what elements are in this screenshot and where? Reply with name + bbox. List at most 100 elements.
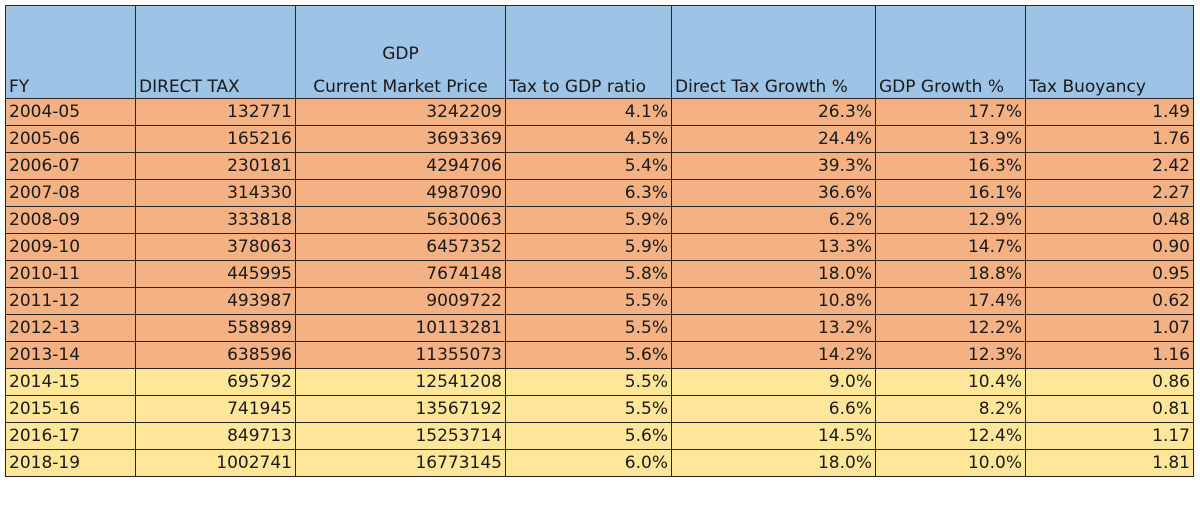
table-row: 2004-05 132771 3242209 4.1% 26.3% 17.7% 1.49 <box>5 98 1194 126</box>
cell-direct-tax-growth: 39.3% <box>671 152 876 180</box>
cell-tax-buoyancy: 1.07 <box>1025 314 1194 342</box>
cell-direct-tax: 695792 <box>135 368 296 396</box>
cell-gdp-growth: 12.3% <box>875 341 1026 369</box>
cell-tax-buoyancy: 0.95 <box>1025 260 1194 288</box>
cell-direct-tax-growth: 36.6% <box>671 179 876 207</box>
cell-gdp-growth: 17.4% <box>875 287 1026 315</box>
cell-gdp: 10113281 <box>295 314 506 342</box>
cell-direct-tax-growth: 26.3% <box>671 98 876 126</box>
cell-direct-tax-growth: 6.2% <box>671 206 876 234</box>
cell-direct-tax: 445995 <box>135 260 296 288</box>
table-row: 2005-06 165216 3693369 4.5% 24.4% 13.9% 1.76 <box>5 125 1194 153</box>
cell-gdp-growth: 12.2% <box>875 314 1026 342</box>
cell-direct-tax: 638596 <box>135 341 296 369</box>
table-row: 2008-09 333818 5630063 5.9% 6.2% 12.9% 0.48 <box>5 206 1194 234</box>
cell-direct-tax: 493987 <box>135 287 296 315</box>
cell-gdp-growth: 14.7% <box>875 233 1026 261</box>
cell-fy: 2007-08 <box>5 179 136 207</box>
table-body: 2004-05 132771 3242209 4.1% 26.3% 17.7% 1.49 20… <box>5 98 1194 477</box>
cell-fy: 2015-16 <box>5 395 136 423</box>
cell-direct-tax-growth: 6.6% <box>671 395 876 423</box>
header-row: FY DIRECT TAX GDP Current Market Price T… <box>5 5 1194 99</box>
table-row: 2015-16 741945 13567192 5.5% 6.6% 8.2% 0.81 <box>5 395 1194 423</box>
cell-gdp-growth: 12.4% <box>875 422 1026 450</box>
cell-tax-to-gdp: 4.1% <box>505 98 672 126</box>
cell-tax-buoyancy: 0.48 <box>1025 206 1194 234</box>
cell-direct-tax: 1002741 <box>135 449 296 477</box>
cell-gdp: 3693369 <box>295 125 506 153</box>
cell-tax-buoyancy: 0.62 <box>1025 287 1194 315</box>
cell-gdp-growth: 16.1% <box>875 179 1026 207</box>
cell-gdp: 15253714 <box>295 422 506 450</box>
cell-gdp-growth: 17.7% <box>875 98 1026 126</box>
cell-direct-tax-growth: 13.3% <box>671 233 876 261</box>
cell-tax-to-gdp: 6.0% <box>505 449 672 477</box>
cell-gdp-growth: 13.9% <box>875 125 1026 153</box>
cell-fy: 2009-10 <box>5 233 136 261</box>
cell-fy: 2006-07 <box>5 152 136 180</box>
cell-tax-to-gdp: 5.5% <box>505 287 672 315</box>
cell-tax-to-gdp: 5.5% <box>505 314 672 342</box>
cell-direct-tax-growth: 9.0% <box>671 368 876 396</box>
cell-tax-to-gdp: 5.9% <box>505 206 672 234</box>
cell-fy: 2010-11 <box>5 260 136 288</box>
cell-direct-tax-growth: 24.4% <box>671 125 876 153</box>
cell-direct-tax: 741945 <box>135 395 296 423</box>
cell-gdp: 5630063 <box>295 206 506 234</box>
cell-tax-buoyancy: 1.49 <box>1025 98 1194 126</box>
cell-tax-to-gdp: 5.4% <box>505 152 672 180</box>
header-gdp-line2: Current Market Price <box>313 77 488 97</box>
cell-direct-tax: 849713 <box>135 422 296 450</box>
cell-direct-tax: 558989 <box>135 314 296 342</box>
cell-gdp: 4294706 <box>295 152 506 180</box>
header-fy: FY <box>5 5 136 99</box>
cell-direct-tax-growth: 14.2% <box>671 341 876 369</box>
header-direct-tax-growth: Direct Tax Growth % <box>671 5 876 99</box>
cell-gdp: 13567192 <box>295 395 506 423</box>
cell-direct-tax: 165216 <box>135 125 296 153</box>
cell-tax-to-gdp: 5.5% <box>505 395 672 423</box>
cell-gdp-growth: 8.2% <box>875 395 1026 423</box>
table-row: 2012-13 558989 10113281 5.5% 13.2% 12.2% 1.07 <box>5 314 1194 342</box>
cell-gdp-growth: 12.9% <box>875 206 1026 234</box>
cell-tax-buoyancy: 0.90 <box>1025 233 1194 261</box>
cell-direct-tax: 333818 <box>135 206 296 234</box>
cell-gdp: 6457352 <box>295 233 506 261</box>
cell-direct-tax-growth: 14.5% <box>671 422 876 450</box>
cell-tax-to-gdp: 6.3% <box>505 179 672 207</box>
table-row: 2016-17 849713 15253714 5.6% 14.5% 12.4% 1.17 <box>5 422 1194 450</box>
header-gdp: GDP Current Market Price <box>295 5 506 99</box>
cell-tax-buoyancy: 2.42 <box>1025 152 1194 180</box>
table-row: 2011-12 493987 9009722 5.5% 10.8% 17.4% 0.62 <box>5 287 1194 315</box>
cell-gdp-growth: 10.4% <box>875 368 1026 396</box>
cell-tax-to-gdp: 5.5% <box>505 368 672 396</box>
cell-fy: 2016-17 <box>5 422 136 450</box>
cell-gdp: 12541208 <box>295 368 506 396</box>
cell-gdp: 11355073 <box>295 341 506 369</box>
cell-tax-buoyancy: 0.81 <box>1025 395 1194 423</box>
table-row: 2018-19 1002741 16773145 6.0% 18.0% 10.0% 1.81 <box>5 449 1194 477</box>
cell-gdp: 3242209 <box>295 98 506 126</box>
cell-gdp: 9009722 <box>295 287 506 315</box>
table-row: 2009-10 378063 6457352 5.9% 13.3% 14.7% 0.90 <box>5 233 1194 261</box>
cell-tax-to-gdp: 5.8% <box>505 260 672 288</box>
table-row: 2007-08 314330 4987090 6.3% 36.6% 16.1% 2.27 <box>5 179 1194 207</box>
cell-tax-to-gdp: 5.6% <box>505 341 672 369</box>
table-header: FY DIRECT TAX GDP Current Market Price T… <box>5 5 1194 99</box>
cell-fy: 2014-15 <box>5 368 136 396</box>
header-direct-tax: DIRECT TAX <box>135 5 296 99</box>
cell-tax-to-gdp: 5.6% <box>505 422 672 450</box>
cell-fy: 2005-06 <box>5 125 136 153</box>
header-tax-buoyancy: Tax Buoyancy <box>1025 5 1194 99</box>
cell-tax-to-gdp: 5.9% <box>505 233 672 261</box>
table-row: 2014-15 695792 12541208 5.5% 9.0% 10.4% 0.86 <box>5 368 1194 396</box>
cell-gdp-growth: 10.0% <box>875 449 1026 477</box>
cell-tax-to-gdp: 4.5% <box>505 125 672 153</box>
cell-gdp: 16773145 <box>295 449 506 477</box>
cell-gdp-growth: 18.8% <box>875 260 1026 288</box>
cell-gdp: 4987090 <box>295 179 506 207</box>
cell-gdp-growth: 16.3% <box>875 152 1026 180</box>
cell-direct-tax: 378063 <box>135 233 296 261</box>
header-gdp-line1: GDP <box>382 44 419 64</box>
table-row: 2013-14 638596 11355073 5.6% 14.2% 12.3% 1.16 <box>5 341 1194 369</box>
